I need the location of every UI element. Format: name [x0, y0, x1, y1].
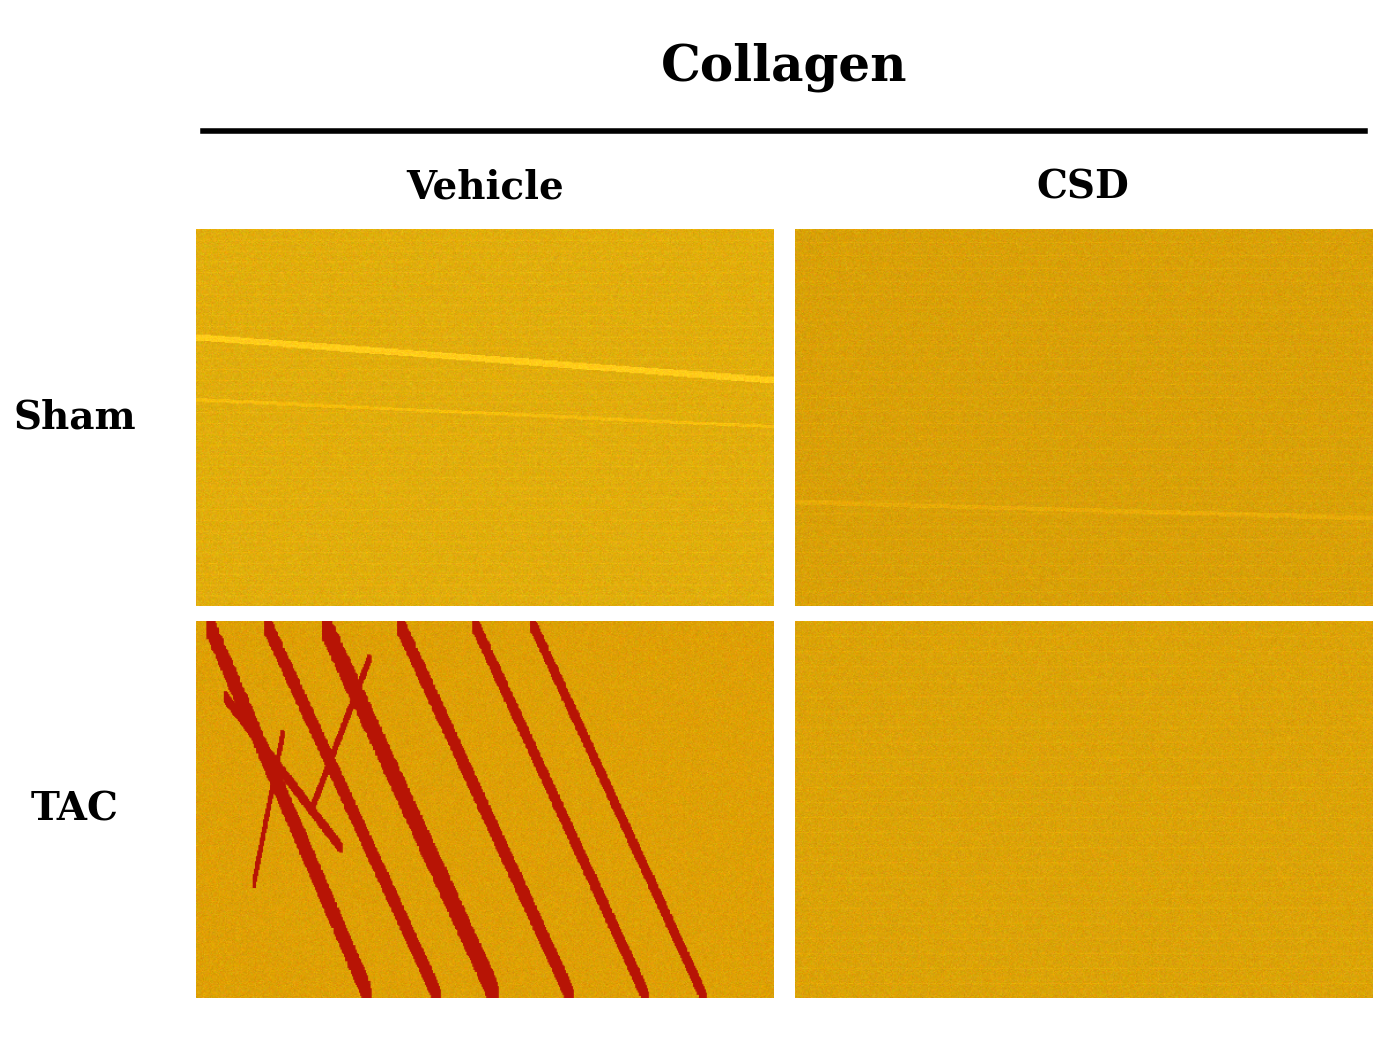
Text: TAC: TAC — [31, 790, 119, 829]
Text: Collagen: Collagen — [661, 43, 907, 93]
Text: CSD: CSD — [1037, 168, 1130, 206]
Text: Sham: Sham — [13, 398, 136, 437]
Text: Vehicle: Vehicle — [406, 168, 564, 206]
